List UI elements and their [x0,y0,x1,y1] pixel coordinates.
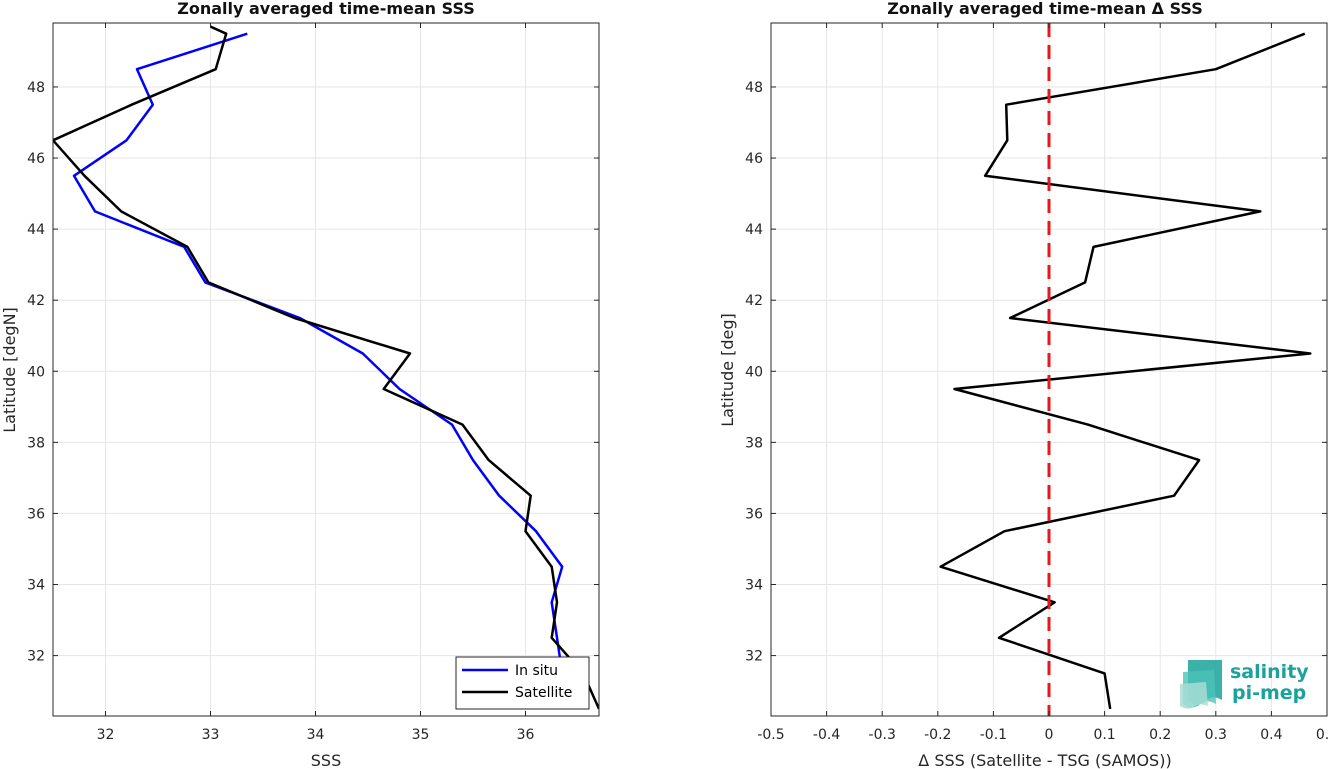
left-y-tick-label: 44 [27,222,45,238]
left-grid [53,23,599,716]
left-series-line-satellite [53,25,599,710]
left-x-tick-label: 33 [202,727,220,743]
right-y-tick-label: 38 [745,435,763,451]
right-x-tick-label: 0.2 [1149,727,1171,743]
logo-text-salinity: salinity [1230,661,1309,683]
right-series-line-0 [939,32,1312,710]
left-y-axis-label: Latitude [degN] [0,307,19,433]
left-y-tick-label: 36 [27,506,45,522]
left-x-tick-label: 32 [97,727,115,743]
right-x-tick-label: 0.1 [1093,727,1115,743]
right-y-tick-label: 44 [745,222,763,238]
right-chart-title: Zonally averaged time-mean Δ SSS [887,0,1203,18]
left-series [53,25,599,710]
right-x-tick-label: -0.2 [924,727,951,743]
right-y-tick-label: 48 [745,80,763,96]
left-x-tick-label: 36 [517,727,535,743]
right-x-tick-label: 0 [1045,727,1054,743]
right-x-axis-label: Δ SSS (Satellite - TSG (SAMOS)) [918,751,1171,769]
right-x-tick-label: -0.3 [869,727,896,743]
logo-wave-front [1180,682,1208,709]
right-series [939,23,1312,716]
left-plot-area [53,23,599,716]
left-y-tick-label: 48 [27,80,45,96]
right-y-tick-label: 34 [745,578,763,594]
right-y-tick-label: 42 [745,293,763,309]
panel-right: -0.5 -0.4 -0.3 -0.2 -0.1 0 0.1 0.2 0.3 0.4 0.5 32 34… [718,0,1330,769]
right-y-tick-label: 32 [745,649,763,665]
left-y-tick-label: 38 [27,435,45,451]
legend-box [455,656,590,710]
left-x-axis-label: SSS [311,751,341,769]
right-y-tick-label: 36 [745,506,763,522]
left-axes-frame [52,22,600,717]
logo-text-pi-mep: pi-mep [1232,682,1306,704]
right-x-tick-label: -0.5 [757,727,784,743]
left-y-tick-label: 34 [27,578,45,594]
legend-label-satellite: Satellite [515,685,572,701]
left-ticks: 32 33 34 35 36 32 34 36 38 40 42 44 46 48 [27,23,599,743]
left-chart-title: Zonally averaged time-mean SSS [177,0,475,18]
right-x-tick-label: 0.3 [1205,727,1227,743]
right-x-tick-label: 0.4 [1260,727,1282,743]
left-y-tick-label: 42 [27,293,45,309]
legend-label-in-situ: In situ [515,663,558,679]
right-x-tick-label: -0.4 [813,727,840,743]
right-y-tick-label: 46 [745,151,763,167]
left-y-tick-label: 46 [27,151,45,167]
right-y-tick-label: 40 [745,364,763,380]
legend[interactable]: In situ Satellite [455,656,590,710]
left-x-tick-label: 34 [307,727,325,743]
left-y-tick-label: 32 [27,649,45,665]
right-y-axis-label: Latitude [deg] [718,313,737,427]
left-y-tick-label: 40 [27,364,45,380]
panel-left: 32 33 34 35 36 32 34 36 38 40 42 44 46 48 Zonally ave… [0,0,600,769]
right-x-tick-label: 0.5 [1316,727,1330,743]
right-x-tick-label: -0.1 [980,727,1007,743]
left-series-line-in-situ [72,32,585,710]
salinity-pi-mep-logo: salinity pi-mep [1180,660,1309,709]
left-x-tick-label: 35 [412,727,430,743]
right-ticks: -0.5 -0.4 -0.3 -0.2 -0.1 0 0.1 0.2 0.3 0.4 0.5 32 34… [745,23,1330,743]
